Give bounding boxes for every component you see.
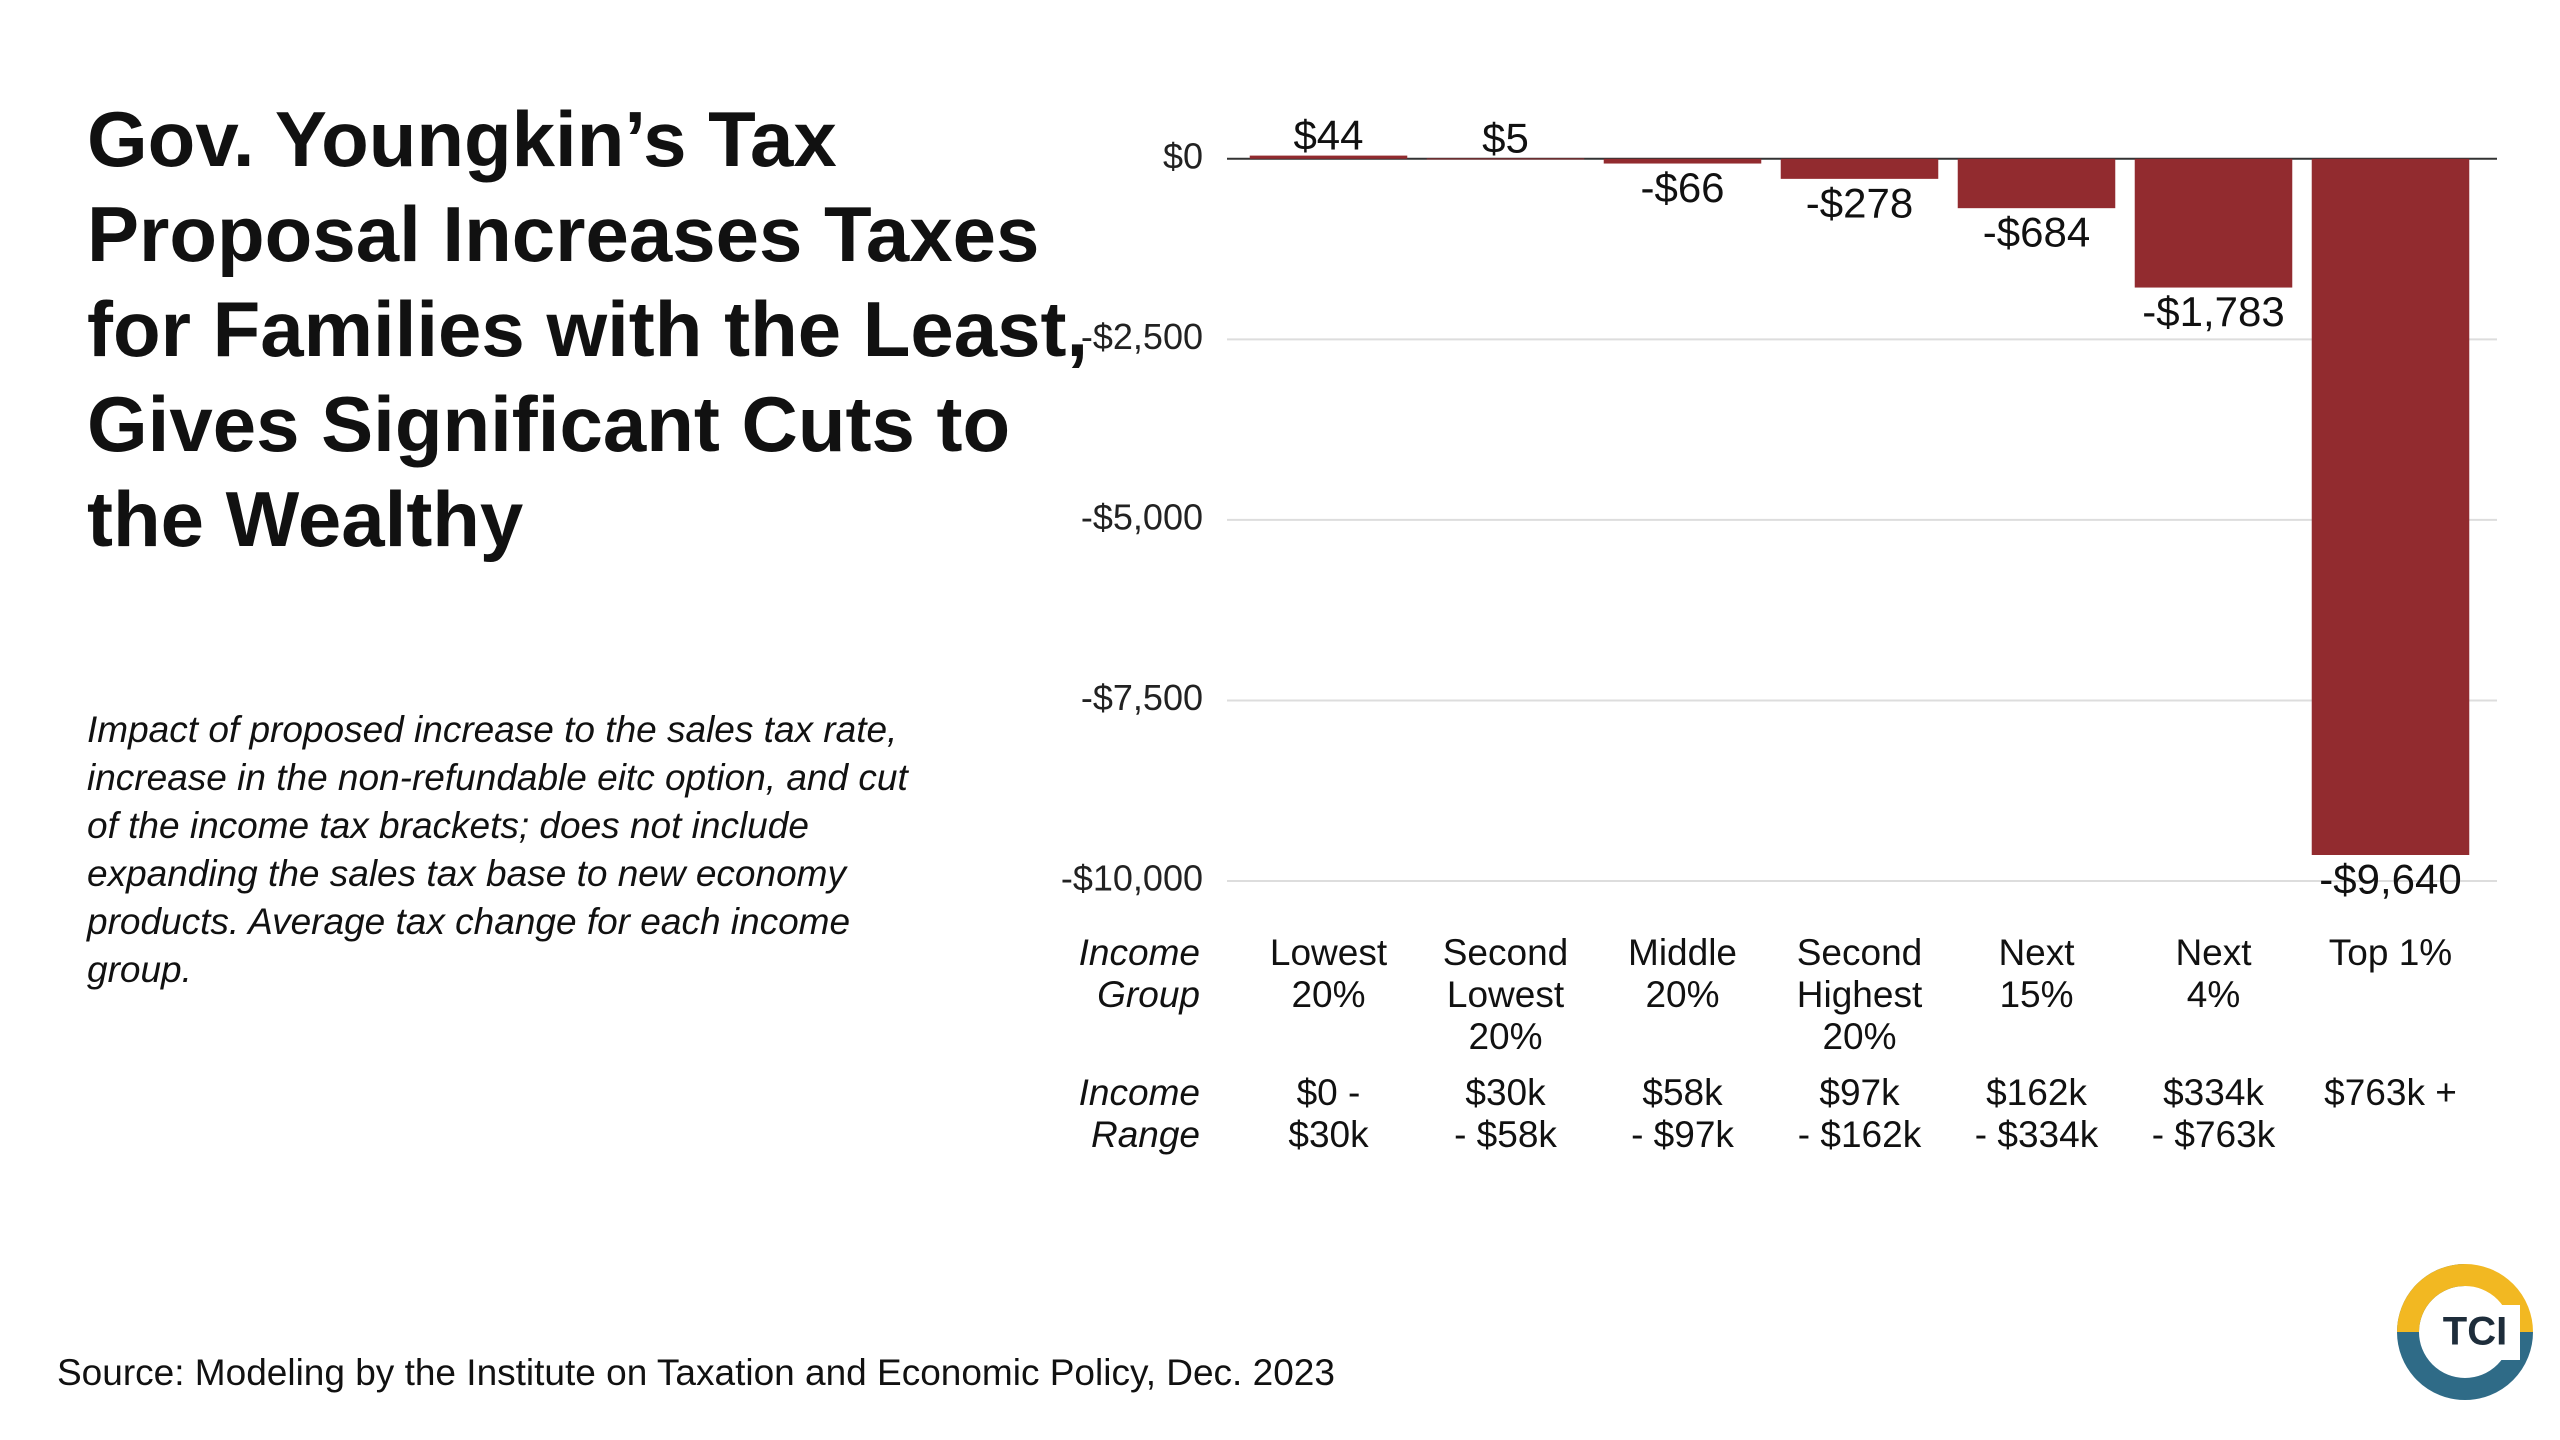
value-label: $5 <box>1482 114 1529 161</box>
income-range-label: $334k - $763k <box>2151 1072 2276 1155</box>
logo-arc <box>2397 1264 2466 1333</box>
value-label: $44 <box>1293 112 1363 159</box>
x-tick-label: Next 4% <box>2175 932 2252 1015</box>
x-tick-label: Next 15% <box>1998 932 2075 1015</box>
x-tick-label: Middle 20% <box>1628 932 1737 1015</box>
value-label: -$278 <box>1806 179 1913 226</box>
y-tick-label: -$7,500 <box>1081 677 1203 718</box>
logo-text: TCI <box>2443 1310 2507 1354</box>
x-tick-label: Lowest 20% <box>1269 932 1388 1015</box>
x-tick-label: Second Highest 20% <box>1796 932 1923 1057</box>
value-label: -$1,783 <box>2142 288 2284 335</box>
x-tick-label: Top 1% <box>2328 932 2453 973</box>
bar <box>1603 158 1762 164</box>
income-range-label: $58k - $97k <box>1631 1072 1734 1155</box>
income-range-label: $763k + <box>2324 1072 2457 1113</box>
bar <box>1780 158 1939 179</box>
value-label: -$66 <box>1640 164 1724 211</box>
logo-backdrop <box>2430 1305 2520 1360</box>
value-label: -$684 <box>1983 209 2090 256</box>
bar <box>2311 158 2470 855</box>
bar <box>2134 158 2293 288</box>
value-label: -$9,640 <box>2319 855 2461 902</box>
range-axis-label: Income Range <box>1078 1072 1200 1155</box>
bar <box>1249 155 1408 159</box>
source-note: Source: Modeling by the Institute on Tax… <box>57 1352 1335 1393</box>
y-tick-label: -$10,000 <box>1061 858 1203 899</box>
income-range-label: $162k - $334k <box>1974 1072 2099 1155</box>
y-tick-label: $0 <box>1163 135 1203 176</box>
logo: TCI <box>2397 1264 2533 1400</box>
y-tick-label: -$2,500 <box>1081 316 1203 357</box>
income-range-label: $30k - $58k <box>1454 1072 1557 1155</box>
income-range-label: $0 - $30k <box>1288 1072 1369 1155</box>
chart-title: Gov. Youngkin’s Tax Proposal Increases T… <box>87 95 1089 563</box>
bar <box>1426 158 1585 160</box>
logo-arc <box>2464 1264 2533 1333</box>
x-tick-label: Second Lowest 20% <box>1442 932 1569 1057</box>
income-range-label: $97k - $162k <box>1797 1072 1922 1155</box>
x-axis-label: Income Group <box>1078 932 1200 1015</box>
bar <box>1957 158 2116 209</box>
y-tick-label: -$5,000 <box>1081 496 1203 537</box>
chart-subtitle: Impact of proposed increase to the sales… <box>87 709 908 990</box>
